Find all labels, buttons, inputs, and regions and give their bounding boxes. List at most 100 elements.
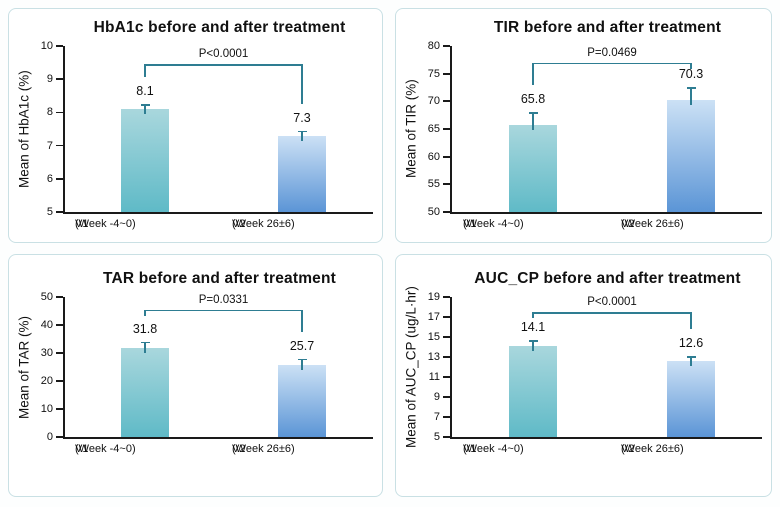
chart-panel-auc-cp: AUC_CP before and after treatment Mean o…	[395, 254, 772, 497]
bar-v2	[278, 365, 326, 437]
error-bar-v1	[144, 341, 146, 353]
y-tick	[56, 45, 63, 47]
y-tick-label: 0	[46, 431, 53, 443]
y-tick-label: 50	[427, 206, 440, 218]
p-value-label: P=0.0469	[587, 46, 637, 59]
error-bar-cap-v1	[140, 104, 150, 106]
y-tick	[56, 436, 63, 438]
y-tick-label: 6	[46, 172, 53, 185]
y-tick-label: 30	[40, 347, 53, 359]
y-tick	[443, 436, 450, 438]
error-bar-v1	[144, 104, 146, 115]
y-tick-label: 50	[40, 291, 53, 303]
bar-v2	[278, 135, 326, 212]
y-tick	[443, 128, 450, 130]
x-category-week: (Week 26±6)	[621, 443, 684, 455]
x-category-visit: V2	[232, 218, 246, 230]
significance-bracket	[145, 309, 302, 312]
significance-bracket-drop-v1	[532, 312, 534, 318]
chart-panel-tar: TAR before and after treatment Mean of T…	[8, 254, 383, 497]
error-bar-cap-v2	[686, 356, 696, 358]
p-value-label: P=0.0331	[198, 293, 249, 306]
y-tick	[443, 72, 450, 75]
y-tick-label: 20	[40, 375, 53, 387]
y-tick-label: 15	[427, 331, 440, 343]
y-tick	[56, 211, 63, 213]
y-tick	[56, 296, 63, 298]
significance-bracket-drop-v1	[144, 309, 146, 316]
y-tick-label: 19	[427, 291, 440, 303]
bar-v1	[121, 109, 169, 212]
x-category-week: (Week 26±6)	[232, 218, 295, 230]
chart-body: Mean of TAR (%) 0 10 20 30 40 50 31.8 V1 (Week -…	[9, 291, 382, 481]
x-category-week: (Week -4~0)	[75, 218, 136, 230]
y-tick	[443, 155, 450, 158]
y-tick	[56, 324, 63, 326]
y-tick	[56, 144, 63, 147]
p-value-label: P<0.0001	[587, 296, 637, 308]
chart-panel-hba1c: HbA1c before and after treatment Mean of…	[8, 8, 383, 243]
chart-body: Mean of AUC_CP (ug/L·hr) 5 7 9 11 13 15 17 19 14…	[396, 286, 771, 481]
y-tick	[443, 396, 450, 398]
x-category-visit: V1	[463, 443, 477, 455]
x-category-week: (Week -4~0)	[463, 443, 524, 455]
y-tick	[443, 416, 450, 418]
bar-value-label-v1: 31.8	[132, 321, 158, 336]
bar-v2	[667, 99, 715, 212]
y-tick	[443, 45, 450, 47]
y-axis-title: Mean of TAR (%)	[16, 315, 32, 419]
y-tick-label: 17	[427, 311, 440, 323]
y-tick-label: 8	[46, 106, 53, 119]
y-tick-label: 10	[40, 40, 53, 52]
y-tick	[443, 183, 450, 186]
y-tick-label: 65	[427, 123, 440, 135]
x-category-week: (Week -4~0)	[463, 218, 524, 230]
error-bar-v2	[690, 86, 692, 105]
significance-bracket	[533, 312, 691, 314]
error-bar-v2	[690, 356, 692, 366]
bar-value-label-v1: 65.8	[520, 92, 546, 107]
y-tick	[443, 376, 450, 378]
significance-bracket	[145, 64, 302, 66]
chart-title: TAR before and after treatment	[102, 270, 337, 287]
x-category-visit: V2	[621, 443, 635, 455]
plot-area: 5 6 7 8 9 10 8.1 V1 (Week -4~0) 7.3 V2 (Week 26±6) P…	[41, 40, 373, 230]
y-tick	[56, 78, 63, 81]
y-tick-label: 75	[427, 67, 440, 80]
error-bar-cap-v2	[686, 86, 696, 89]
error-bar-v1	[532, 340, 534, 351]
y-tick	[56, 352, 63, 354]
chart-panel-tir: TIR before and after treatment Mean of T…	[395, 8, 772, 243]
bar-value-label-v1: 14.1	[520, 320, 546, 334]
x-category-visit: V2	[621, 218, 635, 230]
significance-bracket-drop-v2	[301, 64, 303, 104]
plot-area: 0 10 20 30 40 50 31.8 V1 (Week -4~0) 25.7 V2 (Week …	[41, 291, 373, 455]
bar-value-label-v2: 12.6	[678, 336, 704, 350]
bar-v2	[667, 361, 715, 437]
error-bar-cap-v2	[297, 130, 307, 133]
y-tick	[443, 296, 450, 298]
y-axis-title: Mean of HbA1c (%)	[16, 70, 32, 188]
significance-bracket-drop-v2	[301, 309, 303, 332]
p-value-label: P<0.0001	[198, 48, 249, 61]
y-tick	[443, 211, 450, 213]
y-tick	[56, 177, 63, 180]
bar-value-label-v2: 7.3	[293, 110, 311, 125]
chart-body: Mean of HbA1c (%) 5 6 7 8 9 10 8.1 V1 (Week -4~0…	[9, 40, 382, 256]
x-category-visit: V1	[463, 218, 477, 230]
plot-area: 5 7 9 11 13 15 17 19 14.1 V1 (Week -4~0) 12.6 V2 (Wee…	[428, 291, 762, 455]
error-bar-cap-v1	[528, 340, 538, 342]
y-tick	[443, 356, 450, 358]
y-tick-label: 13	[427, 351, 440, 363]
x-category-visit: V1	[75, 443, 89, 455]
y-tick-label: 40	[40, 319, 53, 331]
bar-v1	[509, 346, 557, 437]
significance-bracket	[533, 62, 691, 65]
x-category-week: (Week 26±6)	[232, 443, 295, 455]
y-tick-label: 7	[433, 411, 440, 423]
x-category-week: (Week -4~0)	[75, 443, 136, 455]
error-bar-cap-v1	[140, 341, 150, 344]
y-tick	[443, 316, 450, 318]
y-tick	[56, 408, 63, 410]
bar-value-label-v2: 70.3	[678, 66, 704, 81]
